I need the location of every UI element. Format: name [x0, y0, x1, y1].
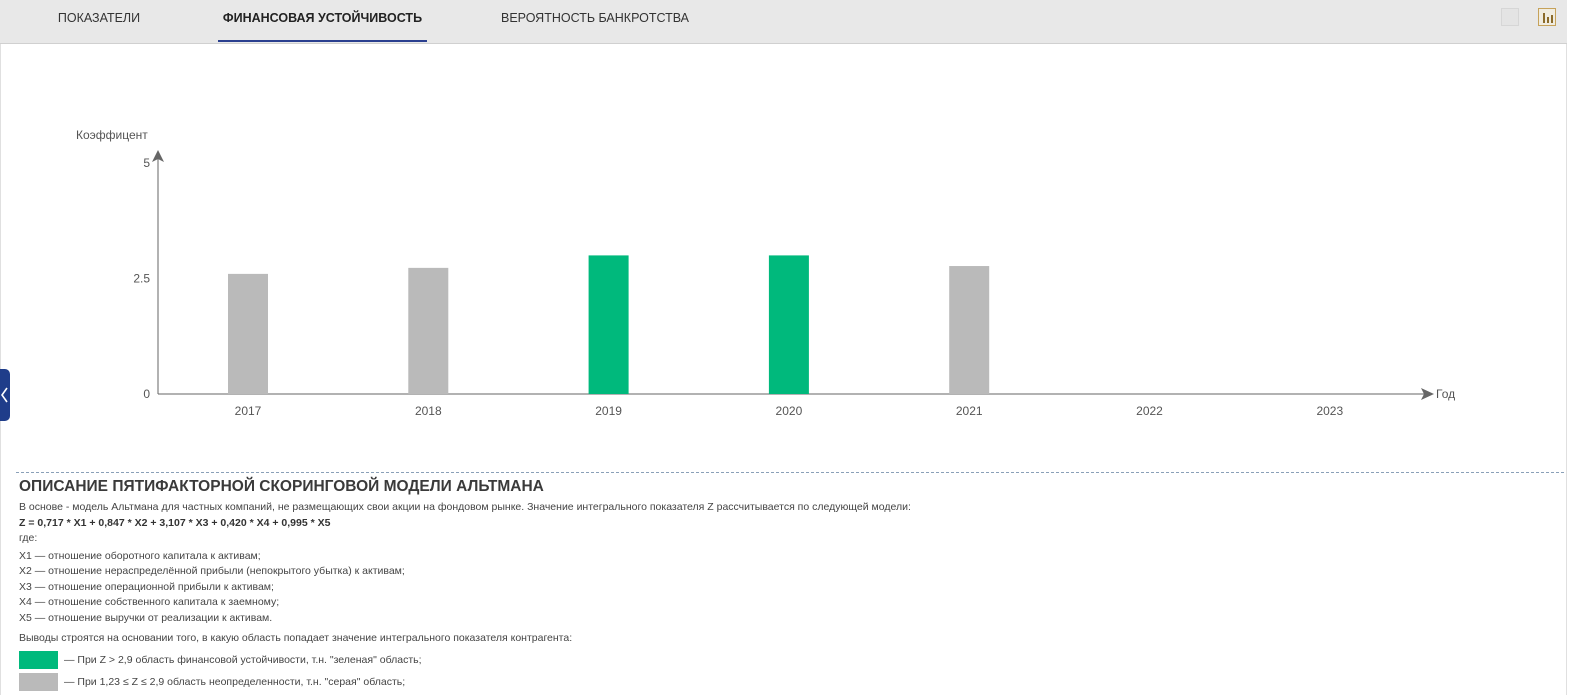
- factor-x2: X2 — отношение нераспределённой прибыли …: [19, 565, 405, 577]
- x-axis-label: Год: [1436, 387, 1455, 401]
- legend-gray-swatch: [19, 672, 58, 691]
- factor-x1: X1 — отношение оборотного капитала к акт…: [19, 549, 261, 562]
- factor-x4: X4 — отношение собственного капитала к з…: [19, 596, 280, 608]
- x-tick-label-2023: 2023: [1316, 404, 1343, 418]
- x-tick-label-2017: 2017: [235, 404, 262, 418]
- x-axis-arrow: [1421, 388, 1434, 400]
- bar-2020[interactable]: [768, 255, 809, 394]
- x-tick-label-2020: 2020: [776, 404, 803, 418]
- legend-gray-text: — При 1,23 ≤ Z ≤ 2,9 область неопределен…: [64, 675, 406, 688]
- tab-financial-stability[interactable]: Финансовая устойчивость: [218, 0, 427, 42]
- legend-green-zone: — При Z > 2,9 область финансовой устойчи…: [19, 649, 1519, 671]
- conclusion-text: Выводы строятся на основании того, в как…: [19, 632, 573, 644]
- factor-x5: X5 — отношение выручки от реализации к а…: [19, 611, 273, 624]
- chevron-left-icon: [1, 387, 8, 403]
- table-icon[interactable]: [1501, 8, 1519, 26]
- y-axis-arrow: [152, 150, 164, 162]
- y-tick-label: 5: [143, 156, 150, 170]
- y-axis-label: Коэффицент: [76, 128, 148, 142]
- x-tick-label-2022: 2022: [1136, 404, 1163, 418]
- bar-chart-icon[interactable]: [1538, 8, 1556, 26]
- y-tick-label: 0: [143, 387, 150, 401]
- legend-gray-zone: — При 1,23 ≤ Z ≤ 2,9 область неопределен…: [19, 671, 1519, 693]
- bar-2017[interactable]: [228, 273, 268, 394]
- legend-green-text: — При Z > 2,9 область финансовой устойчи…: [64, 653, 422, 666]
- tab-indicators[interactable]: Показатели: [57, 11, 141, 25]
- factor-x3: X3 — отношение операционной прибыли к ак…: [19, 580, 274, 593]
- legend-green-swatch: [19, 650, 58, 669]
- tab-bankruptcy-probability[interactable]: Вероятность банкротства: [500, 11, 690, 25]
- z-score-formula: Z = 0,717 * X1 + 0,847 * X2 + 3,107 * X3…: [19, 516, 331, 529]
- y-tick-label: 2.5: [133, 272, 150, 286]
- description-intro: В основе - модель Альтмана для частных к…: [19, 501, 911, 513]
- bar-2018[interactable]: [408, 267, 449, 394]
- x-tick-label-2018: 2018: [415, 404, 442, 418]
- altman-z-score-chart: Коэффицент Год 0 2.5 5 2017 2018 2019 2020 202…: [76, 128, 1455, 418]
- bar-2019[interactable]: [588, 255, 629, 394]
- bar-2021[interactable]: [949, 266, 990, 394]
- x-tick-label-2021: 2021: [956, 404, 983, 418]
- side-panel-toggle[interactable]: [0, 369, 10, 421]
- altman-model-description: Описание пятифакторной скоринговой модел…: [19, 478, 1519, 693]
- tab-bar: Показатели Финансовая устойчивость Вероя…: [0, 0, 1567, 44]
- section-divider: [16, 472, 1564, 473]
- description-title: Описание пятифакторной скоринговой модел…: [19, 478, 544, 495]
- x-tick-label-2019: 2019: [595, 404, 622, 418]
- where-label: где:: [19, 532, 38, 544]
